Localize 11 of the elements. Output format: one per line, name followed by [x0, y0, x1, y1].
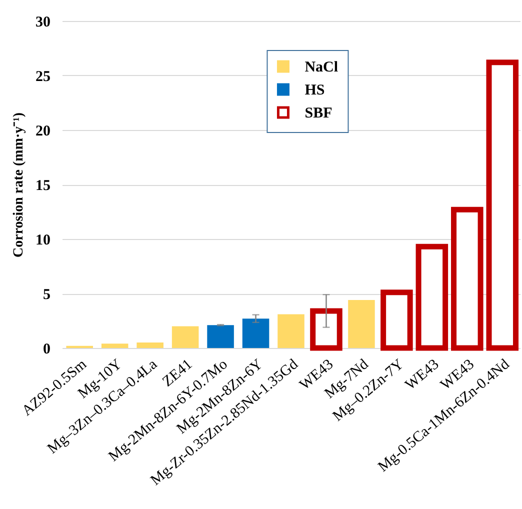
y-tick-label: 0	[43, 342, 50, 358]
y-tick-label: 5	[43, 287, 50, 303]
legend-label: NaCl	[304, 60, 338, 76]
y-tick-label: 15	[36, 178, 50, 194]
y-tick-label: 30	[36, 14, 50, 30]
y-tick-label: 20	[36, 124, 50, 140]
y-axis-title: Corrosion rate (mm·y⁻¹)	[12, 112, 26, 258]
legend-label: HS	[304, 82, 325, 98]
y-tick-label: 10	[36, 232, 50, 248]
y-tick-label: 25	[36, 69, 50, 85]
legend-label: SBF	[304, 106, 332, 122]
